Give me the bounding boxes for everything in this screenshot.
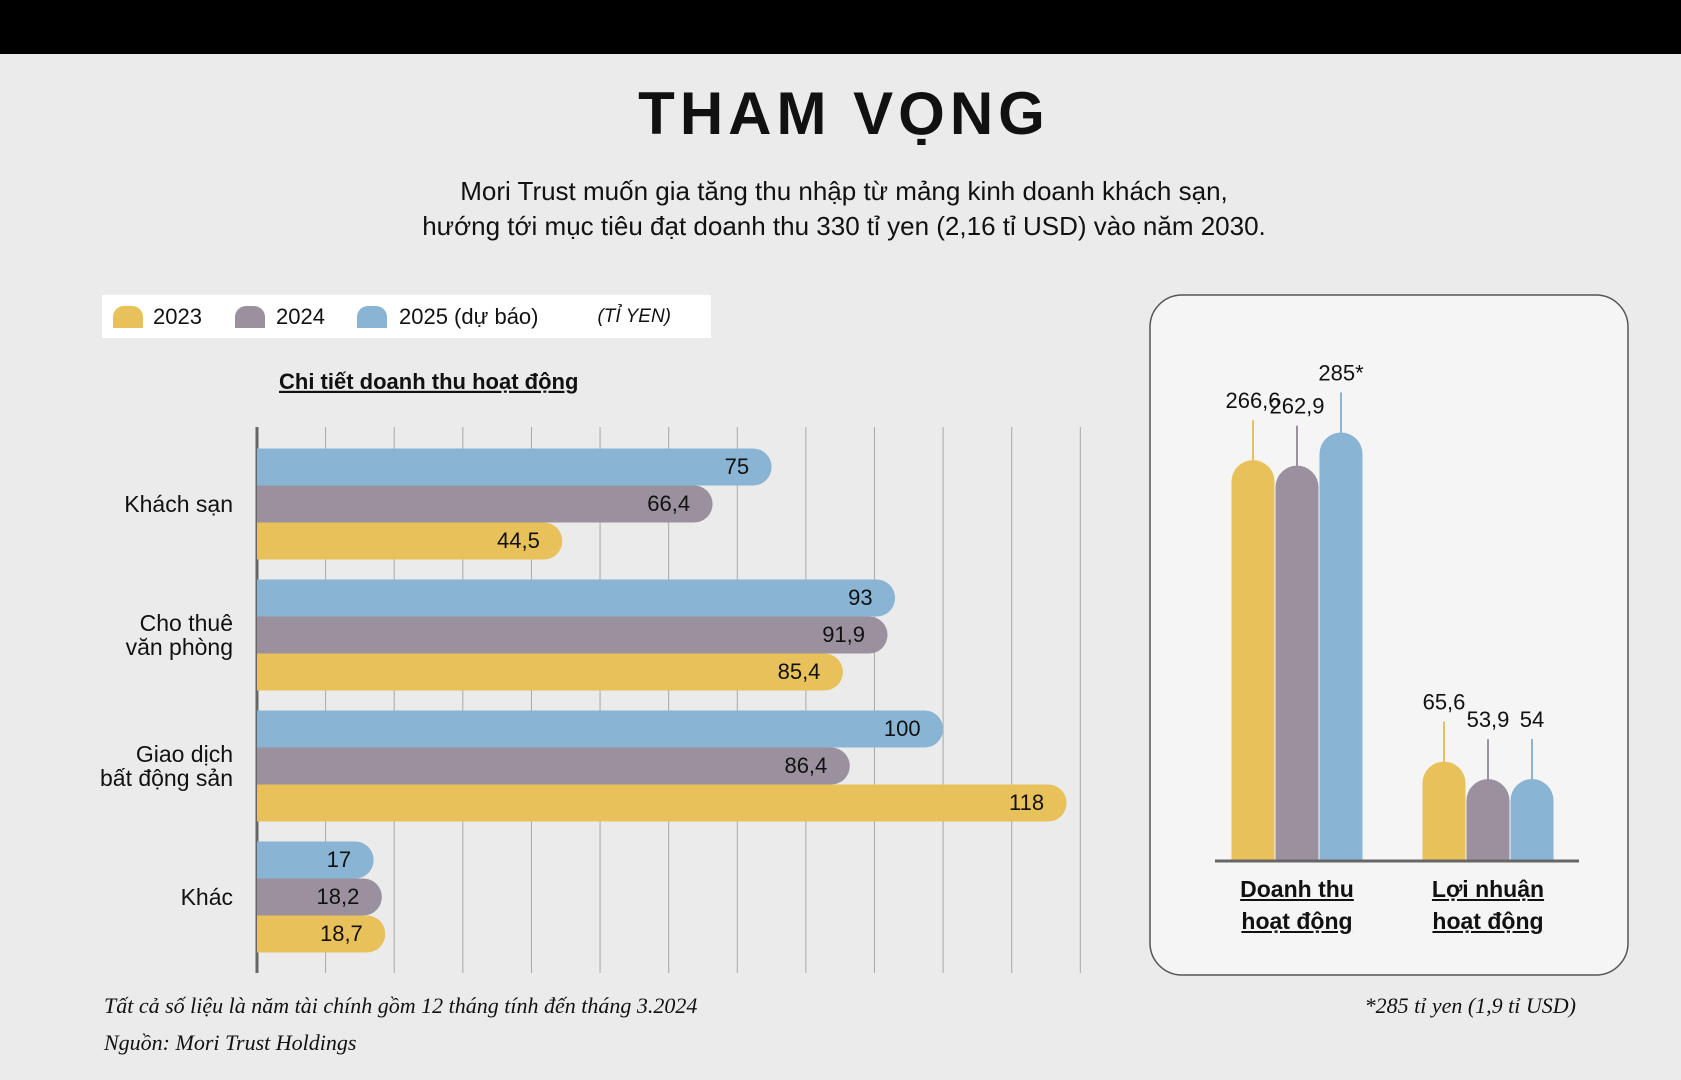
page-title: THAM VỌNG bbox=[638, 80, 1050, 147]
bar bbox=[257, 784, 1067, 822]
legend-swatch bbox=[113, 306, 143, 328]
footnote: *285 tỉ yen (1,9 tỉ USD) bbox=[1365, 993, 1576, 1018]
bar bbox=[257, 448, 772, 486]
legend-box bbox=[102, 295, 711, 338]
category-label: Giao dịch bất động sản bbox=[99, 741, 233, 791]
bar bbox=[1422, 761, 1466, 860]
legend-swatch bbox=[235, 306, 265, 328]
chart-title: Chi tiết doanh thu hoạt động bbox=[279, 369, 578, 394]
value-label: 285* bbox=[1318, 360, 1364, 385]
source: Nguồn: Mori Trust Holdings bbox=[103, 1030, 356, 1055]
category-label: Khách sạn bbox=[124, 491, 233, 517]
value-label: 262,9 bbox=[1269, 393, 1324, 418]
bar bbox=[1319, 432, 1363, 860]
legend-swatch bbox=[357, 306, 387, 328]
bar bbox=[257, 522, 563, 560]
category-label: Doanh thu hoạt động bbox=[1240, 876, 1354, 934]
legend-label: 2023 bbox=[153, 304, 202, 329]
unit-label: (TỈ YEN) bbox=[597, 305, 671, 327]
value-label: 93 bbox=[848, 585, 872, 610]
bar bbox=[1466, 779, 1510, 860]
bar bbox=[257, 616, 888, 654]
bar bbox=[257, 915, 386, 953]
value-label: 266,6 bbox=[1225, 388, 1280, 413]
legend-label: 2025 (dự báo) bbox=[399, 304, 539, 329]
subtitle: Mori Trust muốn gia tăng thu nhập từ mản… bbox=[460, 176, 1228, 206]
category-label: Khác bbox=[180, 884, 233, 910]
value-label: 75 bbox=[725, 454, 749, 479]
bar bbox=[257, 653, 843, 691]
value-label: 17 bbox=[327, 847, 351, 872]
bar bbox=[257, 710, 944, 748]
value-label: 53,9 bbox=[1467, 707, 1510, 732]
value-label: 18,2 bbox=[317, 884, 360, 909]
value-label: 44,5 bbox=[497, 528, 540, 553]
value-label: 54 bbox=[1520, 707, 1544, 732]
bar bbox=[257, 485, 713, 523]
legend-label: 2024 bbox=[276, 304, 325, 329]
top-bar bbox=[0, 0, 1681, 54]
category-label: Lợi nhuận hoạt động bbox=[1431, 876, 1545, 934]
bar bbox=[257, 841, 374, 879]
bar bbox=[1510, 779, 1554, 860]
bar bbox=[257, 579, 896, 617]
category-label: Cho thuê văn phòng bbox=[125, 610, 233, 660]
value-label: 118 bbox=[1009, 790, 1044, 815]
bar bbox=[257, 747, 850, 785]
value-label: 91,9 bbox=[822, 622, 865, 647]
value-label: 65,6 bbox=[1423, 689, 1466, 714]
value-label: 100 bbox=[884, 716, 921, 741]
value-label: 18,7 bbox=[320, 921, 363, 946]
value-label: 85,4 bbox=[778, 659, 821, 684]
value-label: 66,4 bbox=[647, 491, 690, 516]
value-label: 86,4 bbox=[784, 753, 827, 778]
bar bbox=[1275, 465, 1319, 860]
subtitle: hướng tới mục tiêu đạt doanh thu 330 tỉ … bbox=[422, 211, 1266, 241]
note: Tất cả số liệu là năm tài chính gồm 12 t… bbox=[104, 993, 697, 1018]
bar bbox=[1231, 460, 1275, 860]
bar bbox=[257, 878, 382, 916]
